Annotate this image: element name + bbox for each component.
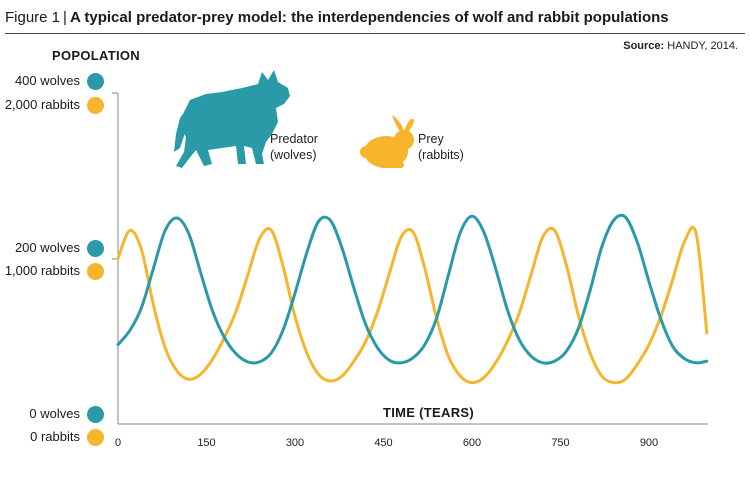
y-tick-label: 1,000 rabbits [4,263,80,278]
y-tick-zero-wolves: 0 wolves [0,406,108,424]
y-axis-title: POPOLATION [52,48,140,63]
y-tick-label: 0 wolves [29,406,80,421]
source-text: HANDY, 2014. [667,40,738,52]
legend-rabbits-label: Prey (rabbits) [418,132,464,162]
y-tick-mid-wolves: 200 wolves [0,240,108,258]
rabbit-dot-icon [87,429,104,446]
y-tick-top-rabbits: 2,000 rabbits [0,97,108,115]
rabbits-series-line [116,225,709,385]
legend-wolves-label: Predator (wolves) [270,132,318,162]
rabbit-icon [360,115,414,168]
x-tick-label: 0 [115,437,121,449]
wolves-series-line [116,213,709,365]
y-tick-label: 2,000 rabbits [4,97,80,112]
figure-title: A typical predator-prey model: the inter… [69,9,669,26]
y-tick-zero-rabbits: 0 rabbits [0,429,108,447]
wolf-dot-icon [87,240,104,257]
series-group [116,213,709,385]
x-tick-label: 450 [374,437,392,449]
x-axis-title: TIME (TEARS) [383,405,474,420]
y-tick-label: 400 wolves [14,73,80,88]
x-tick-label: 900 [640,437,658,449]
figure-header: Figure 1 | A typical predator-prey model: … [5,9,745,34]
x-tick-label: 300 [286,437,304,449]
y-tick-label: 0 rabbits [30,429,80,444]
wolf-icon [176,70,290,168]
x-tick-label: 750 [551,437,569,449]
rabbit-dot-icon [87,97,104,114]
wolf-dot-icon [87,73,104,90]
x-tick-label: 600 [463,437,481,449]
x-ticks: 0 150 300 450 600 750 900 [115,437,658,449]
x-tick-label: 150 [197,437,215,449]
wolf-tail-icon [174,104,190,152]
y-tick-mid-rabbits: 1,000 rabbits [0,263,108,281]
rabbit-dot-icon [87,263,104,280]
figure-separator: | [63,9,67,26]
y-tick-label: 200 wolves [14,240,80,255]
source-label: Source: [623,40,665,52]
source-note: Source: HANDY, 2014. [623,40,738,52]
figure-label: Figure 1 [5,9,61,26]
y-tick-top-wolves: 400 wolves [0,73,108,91]
wolf-dot-icon [87,406,104,423]
